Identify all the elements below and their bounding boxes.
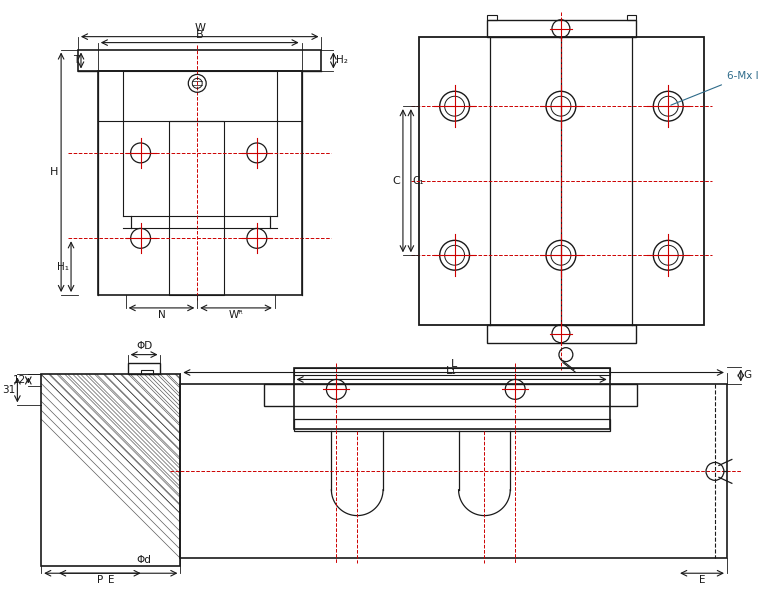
Text: 12: 12 xyxy=(13,375,26,385)
Bar xyxy=(42,375,180,566)
Text: Φd: Φd xyxy=(136,555,151,565)
Text: N: N xyxy=(158,310,166,320)
Text: W: W xyxy=(194,22,206,32)
Bar xyxy=(487,15,497,19)
Text: H₂: H₂ xyxy=(336,55,348,65)
Text: L: L xyxy=(450,359,457,369)
Bar xyxy=(98,71,302,295)
Text: C₁: C₁ xyxy=(413,176,424,186)
Text: P: P xyxy=(97,575,103,585)
Bar xyxy=(487,325,637,343)
Text: H: H xyxy=(50,168,58,177)
Bar xyxy=(293,419,610,431)
Text: B: B xyxy=(196,30,203,40)
Text: L₁: L₁ xyxy=(447,366,457,376)
Text: 31: 31 xyxy=(2,385,15,395)
Text: 6-Mx l: 6-Mx l xyxy=(671,71,758,105)
Bar xyxy=(131,215,270,228)
Bar xyxy=(122,71,276,121)
Bar xyxy=(128,363,160,375)
Bar xyxy=(264,385,638,407)
Bar xyxy=(419,37,704,325)
Bar xyxy=(169,121,224,295)
Text: E: E xyxy=(108,575,114,585)
Text: G: G xyxy=(744,371,752,381)
Bar xyxy=(293,368,610,429)
Text: ΦD: ΦD xyxy=(136,340,152,350)
Text: E: E xyxy=(699,575,705,585)
Bar xyxy=(141,369,152,375)
Text: Wᴿ: Wᴿ xyxy=(229,310,243,320)
Text: H₁: H₁ xyxy=(57,262,69,271)
Bar xyxy=(487,19,637,37)
Text: C: C xyxy=(392,176,400,186)
Text: T: T xyxy=(72,55,79,65)
Bar xyxy=(293,368,610,375)
Bar xyxy=(180,385,727,558)
Bar xyxy=(627,15,637,19)
Bar xyxy=(78,50,321,71)
